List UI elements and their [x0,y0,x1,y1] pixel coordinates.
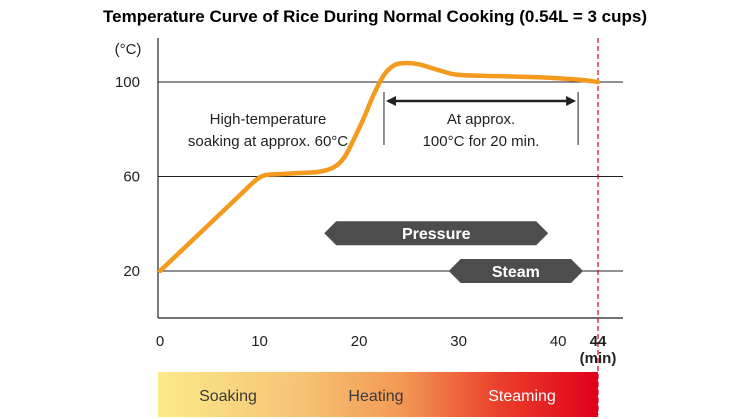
bracket-arrow-head-right [566,96,577,106]
y-axis-unit-label: (°C) [115,41,142,58]
x-tick-label-0: 0 [156,333,164,350]
annotations: High-temperature soaking at approx. 60°C A… [188,92,579,150]
y-tick-label-20: 20 [123,263,140,280]
x-tick-label-30: 30 [450,333,467,350]
band-arrow-pressure [324,221,549,246]
annotation-steaming-line-2: 100°C for 20 min. [423,133,540,150]
phase-label-soaking: Soaking [199,388,257,405]
y-tick-label-60: 60 [123,169,140,186]
bracket-arrow-head-left [385,96,396,106]
series-layer [157,60,601,274]
annotation-soaking-line-1: High-temperature [210,111,327,128]
x-tick-label-10: 10 [251,333,268,350]
chart-title: Temperature Curve of Rice During Normal … [103,7,647,26]
phase-label-heating: Heating [348,388,403,405]
tick-labels: 20 60 100 0 10 20 30 40 44(min) [115,74,616,367]
x-tick-label-20: 20 [351,333,368,350]
band-label-pressure: Pressure [402,226,471,243]
band-label-steam: Steam [492,264,540,281]
process-bands: Pressure Steam [324,221,584,283]
x-tick-label-40: 40 [550,333,567,350]
y-tick-label-100: 100 [115,74,140,91]
phase-bar: Soaking Heating Steaming [158,372,598,417]
phase-bar-fill [158,372,598,417]
x-axis-unit-label: (min) [580,350,617,367]
x-tick-label-end: 44 [590,333,607,350]
band-arrow-steam [448,259,584,283]
annotation-steaming-line-1: At approx. [447,111,515,128]
temperature-curve [157,60,601,274]
phase-label-steaming: Steaming [488,388,556,405]
annotation-soaking-line-2: soaking at approx. 60°C [188,133,348,150]
